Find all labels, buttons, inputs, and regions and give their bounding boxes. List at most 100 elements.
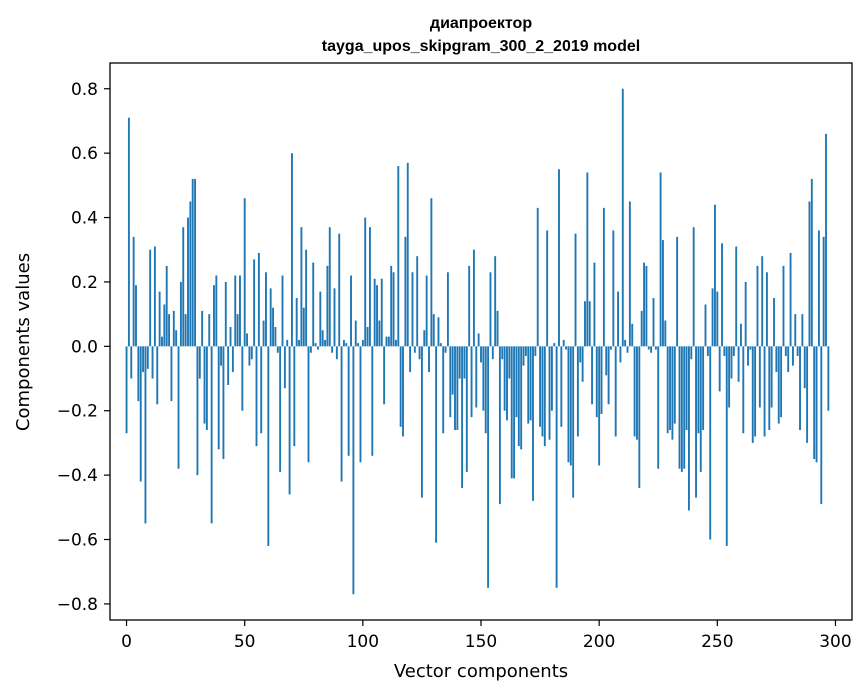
bar-8: [144, 346, 147, 524]
bar-195: [586, 172, 589, 347]
bar-28: [191, 178, 194, 347]
bar-240: [692, 227, 695, 347]
bar-114: [394, 339, 397, 347]
x-tick-label: 0: [121, 632, 132, 652]
bar-241: [695, 346, 697, 498]
bar-127: [425, 275, 428, 347]
bar-254: [725, 346, 728, 546]
bar-87: [331, 346, 334, 353]
bar-159: [501, 346, 504, 360]
bar-37: [213, 285, 215, 347]
bar-161: [506, 346, 508, 421]
y-axis-label: Components values: [13, 253, 34, 431]
bar-98: [357, 343, 360, 347]
bar-261: [742, 346, 745, 434]
bar-224: [654, 346, 657, 350]
chart-title-line-1: диапроектор: [430, 15, 532, 32]
bar-0: [125, 346, 128, 434]
bar-279: [784, 346, 787, 356]
bar-179: [548, 346, 551, 440]
bar-77: [307, 346, 310, 463]
bar-29: [194, 178, 197, 347]
bar-94: [347, 346, 350, 456]
bar-136: [446, 272, 449, 347]
bar-80: [314, 343, 317, 347]
bar-121: [411, 272, 414, 347]
bar-223: [652, 298, 655, 347]
bar-122: [413, 346, 416, 353]
bar-164: [513, 346, 516, 479]
bar-287: [803, 346, 806, 389]
bar-228: [664, 320, 667, 347]
bar-187: [567, 346, 570, 463]
bar-104: [371, 346, 374, 456]
bar-143: [463, 346, 466, 379]
bar-118: [404, 236, 407, 347]
bar-65: [279, 346, 282, 472]
bar-189: [572, 346, 575, 498]
bar-288: [806, 346, 809, 443]
y-tick-label: −0.4: [57, 466, 98, 486]
bar-105: [373, 278, 376, 347]
bar-198: [593, 262, 596, 347]
bar-268: [758, 346, 761, 408]
bar-204: [607, 346, 610, 405]
bar-280: [787, 346, 790, 373]
bar-258: [735, 246, 738, 347]
bar-214: [631, 323, 634, 347]
bar-24: [182, 227, 185, 347]
bar-178: [546, 230, 549, 347]
bar-170: [527, 346, 530, 424]
bar-190: [574, 233, 577, 347]
bar-251: [718, 346, 721, 392]
bar-173: [534, 346, 537, 356]
bar-177: [543, 346, 546, 447]
bar-113: [392, 272, 395, 347]
bar-293: [817, 230, 820, 347]
bar-34: [205, 346, 208, 431]
bar-157: [496, 310, 499, 347]
bar-167: [520, 346, 523, 450]
bar-221: [647, 346, 650, 350]
x-tick-label: 200: [583, 632, 615, 652]
bar-12: [153, 246, 156, 347]
bar-188: [569, 346, 572, 466]
x-tick-label: 250: [701, 632, 733, 652]
bar-131: [435, 346, 438, 543]
bar-218: [640, 310, 643, 347]
bar-15: [161, 336, 163, 347]
bar-180: [550, 346, 553, 411]
bar-112: [390, 265, 393, 347]
bar-35: [208, 314, 211, 347]
plot-frame: [109, 62, 853, 621]
bar-201: [600, 346, 603, 414]
bar-155: [491, 346, 494, 360]
bar-193: [581, 346, 584, 382]
bar-90: [338, 233, 341, 347]
bar-220: [645, 265, 648, 347]
bar-36: [210, 346, 213, 524]
bar-71: [293, 346, 296, 447]
bar-249: [714, 204, 716, 347]
bar-206: [612, 230, 615, 347]
bar-203: [605, 346, 608, 376]
bar-270: [763, 346, 766, 437]
bar-282: [791, 346, 794, 366]
bar-289: [808, 201, 811, 347]
bar-162: [508, 346, 511, 379]
bar-246: [706, 346, 709, 356]
bar-252: [721, 243, 723, 347]
bar-284: [796, 346, 799, 356]
bar-205: [610, 346, 612, 350]
bar-269: [761, 256, 764, 347]
bar-18: [168, 314, 171, 347]
bar-124: [418, 346, 421, 360]
bar-137: [449, 346, 452, 418]
bar-134: [442, 346, 445, 434]
y-tick-label: −0.6: [57, 531, 98, 551]
bar-243: [699, 346, 702, 472]
x-tick-label: 300: [819, 632, 851, 652]
bar-296: [825, 133, 827, 347]
bar-101: [364, 217, 367, 347]
